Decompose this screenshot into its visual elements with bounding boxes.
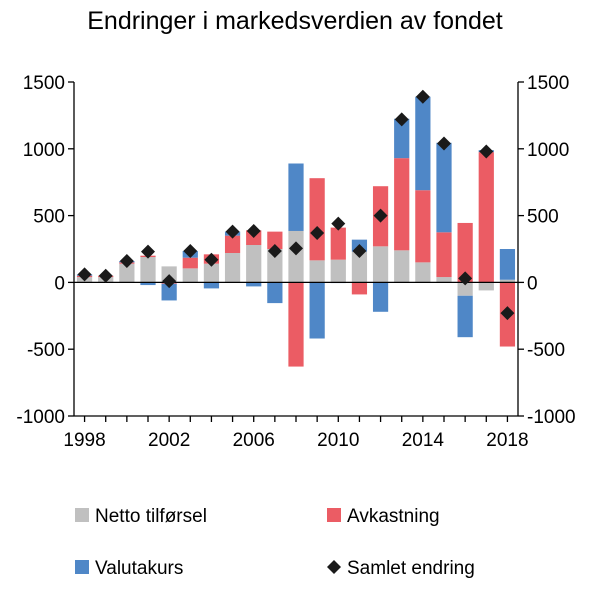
y-tick-label-left: 500 [33, 207, 65, 228]
bar-valutakurs-2002 [161, 283, 177, 301]
y-tick-label-right: 500 [527, 207, 559, 228]
marker-samlet-endring-2008 [289, 241, 303, 256]
bar-valutakurs-2009 [309, 282, 325, 339]
legend-swatch-samlet-endring [327, 560, 341, 574]
legend-label-valutakurs: Valutakurs [95, 558, 183, 579]
marker-samlet-endring-2013 [394, 112, 409, 127]
x-tick-label: 2006 [233, 430, 275, 451]
bar-avkastning-2017 [478, 152, 494, 283]
marker-samlet-endring-2014 [415, 89, 430, 104]
bar-netto-tilf-rsel-2004 [203, 263, 220, 283]
markers-layer [77, 89, 515, 321]
bar-netto-tilf-rsel-2007 [267, 249, 283, 283]
y-tick-label-left: -1000 [16, 407, 65, 428]
marker-samlet-endring-2012 [373, 208, 388, 223]
bar-netto-tilf-rsel-2000 [119, 263, 135, 283]
bar-valutakurs-2001 [140, 282, 156, 286]
marker-samlet-endring-2004 [204, 252, 219, 267]
bar-valutakurs-2016 [457, 295, 473, 338]
marker-samlet-endring-2009 [310, 225, 325, 240]
bar-avkastning-2014 [415, 190, 431, 263]
bar-avkastning-2003 [182, 257, 198, 269]
y-tick-label-right: -500 [527, 340, 565, 361]
y-tick-label-left: 1000 [23, 140, 65, 161]
bar-valutakurs-2008 [288, 163, 304, 231]
bar-valutakurs-2007 [267, 282, 283, 304]
marker-samlet-endring-1999 [98, 268, 113, 283]
bar-netto-tilf-rsel-2017 [478, 282, 494, 291]
x-tick-label: 2018 [486, 430, 528, 451]
bar-valutakurs-2012 [372, 282, 389, 312]
legend: Netto tilførsel Avkastning Valutakurs Samle… [75, 506, 475, 579]
bar-netto-tilf-rsel-2012 [372, 246, 389, 283]
marker-samlet-endring-2011 [352, 244, 367, 259]
bar-netto-tilf-rsel-2006 [246, 244, 262, 283]
bar-netto-tilf-rsel-2001 [140, 257, 156, 283]
bar-netto-tilf-rsel-2003 [182, 268, 198, 283]
marker-samlet-endring-2005 [225, 224, 240, 239]
x-tick-label: 2010 [317, 430, 359, 451]
marker-samlet-endring-2015 [437, 136, 451, 151]
marker-samlet-endring-1998 [77, 267, 92, 282]
marker-samlet-endring-2016 [458, 271, 473, 286]
legend-label-samlet-endring: Samlet endring [347, 558, 475, 579]
marker-samlet-endring-2003 [183, 244, 198, 259]
bar-avkastning-2007 [267, 231, 283, 249]
x-tick-label: 2002 [148, 430, 190, 451]
legend-swatch-avkastning [327, 508, 341, 522]
bars-layer [76, 96, 516, 367]
bar-netto-tilf-rsel-2013 [394, 250, 410, 283]
bar-netto-tilf-rsel-2018 [499, 279, 516, 283]
bar-netto-tilf-rsel-2014 [415, 262, 431, 283]
bar-netto-tilf-rsel-2015 [436, 277, 452, 283]
bar-netto-tilf-rsel-2005 [224, 253, 241, 283]
legend-swatch-netto-tilf-rsel [75, 508, 89, 522]
bar-valutakurs-2015 [436, 142, 452, 233]
bar-valutakurs-2004 [203, 282, 220, 289]
y-tick-label-left: 0 [54, 273, 65, 294]
bar-avkastning-2005 [224, 235, 241, 254]
legend-label-avkastning: Avkastning [347, 506, 440, 527]
y-tick-label-right: -1000 [527, 407, 576, 428]
bar-valutakurs-2006 [246, 282, 262, 287]
bar-netto-tilf-rsel-2008 [288, 230, 304, 283]
bar-valutakurs-2018 [499, 249, 516, 280]
y-tick-label-right: 1000 [527, 140, 569, 161]
bar-valutakurs-2014 [415, 96, 431, 191]
legend-label-netto-tilf-rsel: Netto tilførsel [95, 506, 207, 527]
y-tick-label-right: 1500 [527, 73, 569, 94]
bar-netto-tilf-rsel-2009 [309, 260, 325, 283]
marker-samlet-endring-2002 [162, 274, 177, 289]
bar-avkastning-2015 [436, 232, 452, 278]
marker-samlet-endring-2007 [267, 244, 282, 259]
bar-avkastning-2008 [288, 282, 304, 367]
marker-samlet-endring-2010 [331, 216, 346, 231]
x-tick-label: 1998 [63, 430, 105, 451]
x-tick-label: 2014 [402, 430, 445, 451]
bar-netto-tilf-rsel-2011 [351, 251, 368, 283]
marker-samlet-endring-2017 [479, 144, 494, 159]
bar-avkastning-2016 [457, 222, 473, 283]
y-tick-label-right: 0 [527, 273, 538, 294]
legend-swatch-valutakurs [75, 560, 89, 574]
bar-avkastning-2011 [351, 282, 368, 295]
bar-avkastning-2013 [394, 158, 410, 251]
marker-samlet-endring-2001 [141, 244, 155, 259]
marker-samlet-endring-2000 [119, 254, 134, 269]
bar-avkastning-2010 [330, 227, 346, 260]
y-tick-label-left: 1500 [23, 73, 65, 94]
marker-samlet-endring-2006 [246, 223, 261, 238]
y-tick-label-left: -500 [27, 340, 65, 361]
bar-avkastning-2009 [309, 178, 325, 261]
bar-netto-tilf-rsel-2010 [330, 259, 346, 283]
bar-valutakurs-2013 [394, 118, 410, 159]
marker-samlet-endring-2018 [500, 306, 515, 321]
axes-layer: -1000 -1000 -500 -500 0 0 500 500 1000 1000 1500 15… [16, 73, 575, 451]
bar-netto-tilf-rsel-2016 [457, 282, 473, 296]
chart-title: Endringer i markedsverdien av fondet [87, 7, 503, 35]
